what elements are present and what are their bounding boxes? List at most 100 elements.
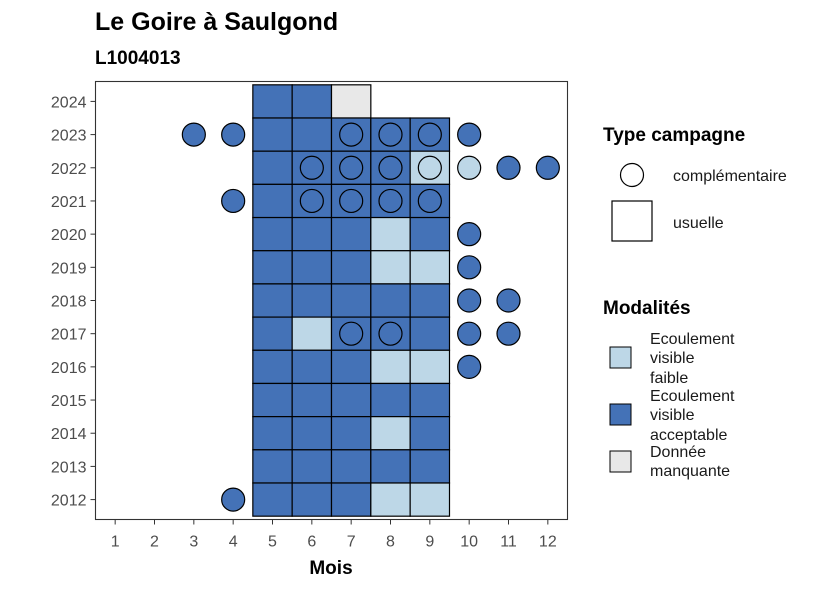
tile-usuelle-2017-6 (291, 316, 333, 351)
x-axis-label: Mois (309, 558, 352, 579)
point-complementaire-2012-4 (221, 487, 246, 512)
tile-usuelle-2018-7 (330, 283, 372, 318)
y-tick-label-2018: 2018 (51, 294, 87, 311)
tile-usuelle-2015-6 (291, 382, 333, 418)
tile-usuelle-2015-8 (370, 382, 411, 418)
x-tick-label-10: 10 (460, 534, 478, 551)
tile-usuelle-2017-5 (252, 316, 293, 351)
tile-usuelle-2018-5 (252, 283, 293, 318)
y-tick-label-2014: 2014 (51, 426, 87, 443)
legend-manquante-line2: manquante (650, 463, 730, 480)
tile-usuelle-2012-8 (370, 482, 411, 517)
y-tick-label-2019: 2019 (51, 260, 87, 277)
tile-usuelle-2024-5 (252, 84, 293, 119)
tile-usuelle-2016-6 (291, 349, 333, 385)
point-complementaire-2023-8 (378, 122, 403, 147)
legend-circle-key (619, 162, 645, 188)
chart-title: Le Goire à Saulgond (95, 8, 338, 36)
legend-acceptable-line3: acceptable (650, 427, 727, 444)
tile-usuelle-2020-7 (330, 216, 372, 252)
x-axis: 1 2 3 4 5 6 7 8 9 10 11 12 (111, 519, 557, 551)
point-complementaire-2017-10 (457, 321, 482, 346)
tile-usuelle-2016-7 (330, 349, 372, 385)
x-tick-label-12: 12 (539, 534, 557, 551)
x-tick-label-7: 7 (347, 534, 356, 551)
tile-usuelle-2018-9 (409, 283, 451, 318)
point-complementaire-2022-12 (535, 155, 560, 180)
tile-usuelle-2019-9 (409, 250, 451, 285)
x-tick-label-2: 2 (150, 534, 159, 551)
tile-usuelle-2020-6 (291, 216, 333, 252)
point-complementaire-2022-7 (339, 155, 364, 180)
point-complementaire-2022-8 (378, 155, 403, 180)
point-complementaire-2022-10 (457, 155, 482, 180)
tile-usuelle-2014-7 (330, 416, 372, 451)
point-complementaire-2023-3 (181, 122, 206, 147)
tile-usuelle-2018-8 (370, 283, 411, 318)
legend-key-faible (609, 346, 632, 369)
point-complementaire-2022-11 (496, 155, 521, 180)
point-complementaire-2023-9 (417, 122, 442, 147)
tile-usuelle-2013-9 (409, 449, 451, 484)
y-tick-label-2015: 2015 (51, 393, 87, 410)
point-complementaire-2023-4 (221, 122, 246, 147)
tile-usuelle-2014-6 (291, 416, 333, 451)
tile-usuelle-2018-6 (291, 283, 333, 318)
tile-usuelle-2015-5 (252, 382, 293, 418)
x-tick-label-8: 8 (386, 534, 395, 551)
legend-faible-line1: Ecoulement (650, 331, 735, 348)
tile-usuelle-2024-6 (291, 84, 333, 119)
tile-usuelle-2012-9 (409, 482, 451, 517)
tile-usuelle-2021-5 (252, 183, 293, 219)
tile-usuelle-2016-8 (370, 349, 411, 385)
x-tick-label-11: 11 (500, 534, 517, 551)
y-tick-label-2021: 2021 (51, 194, 87, 211)
y-tick-label-2020: 2020 (51, 227, 87, 244)
tile-usuelle-2023-6 (291, 117, 333, 152)
point-complementaire-2021-6 (299, 188, 324, 214)
tile-usuelle-2020-8 (370, 216, 411, 252)
tile-usuelle-2024-7 (330, 84, 372, 119)
point-complementaire-2022-6 (299, 155, 324, 180)
tile-usuelle-2013-5 (252, 449, 293, 484)
point-complementaire-2021-9 (417, 188, 442, 214)
y-tick-label-2023: 2023 (51, 128, 87, 145)
legend-acceptable-line2: visible (650, 407, 695, 424)
tile-usuelle-2015-9 (409, 382, 451, 418)
legend-label-usuelle: usuelle (673, 215, 724, 232)
point-complementaire-2020-10 (457, 222, 482, 247)
point-complementaire-2021-7 (339, 188, 364, 214)
tile-usuelle-2012-5 (252, 482, 293, 517)
tile-usuelle-2016-5 (252, 349, 293, 385)
y-tick-label-2012: 2012 (51, 493, 87, 510)
legend-type-title: Type campagne (603, 125, 745, 146)
tile-usuelle-2013-7 (330, 449, 372, 484)
point-complementaire-2018-11 (496, 288, 521, 313)
legend-manquante-line1: Donnée (650, 444, 706, 461)
tile-usuelle-2012-7 (330, 482, 372, 517)
x-tick-label-1: 1 (111, 534, 120, 551)
tile-usuelle-2019-8 (370, 250, 411, 285)
point-complementaire-2017-7 (339, 321, 364, 346)
tile-usuelle-2017-9 (409, 316, 451, 351)
point-complementaire-2016-10 (457, 354, 482, 379)
y-tick-label-2017: 2017 (51, 327, 87, 344)
y-axis: 2012 2013 2014 2015 2016 2017 2018 2019 2020 2021… (51, 94, 96, 510)
y-tick-label-2024: 2024 (51, 94, 87, 111)
y-tick-label-2013: 2013 (51, 459, 87, 476)
legend-modalites-title: Modalités (603, 298, 691, 319)
tile-usuelle-2020-5 (252, 216, 293, 252)
plot-area (94, 80, 569, 521)
tile-usuelle-2023-5 (252, 117, 293, 152)
point-complementaire-2018-10 (457, 288, 482, 313)
point-complementaire-2019-10 (457, 255, 482, 280)
legend-key-manquante (609, 450, 632, 473)
legend-acceptable-line1: Ecoulement (650, 388, 735, 405)
legend-label-complementaire: complémentaire (673, 168, 787, 185)
legend-square-key (611, 200, 653, 242)
tile-usuelle-2014-8 (370, 416, 411, 451)
y-tick-label-2022: 2022 (51, 161, 87, 178)
tile-usuelle-2014-5 (252, 416, 293, 451)
tile-usuelle-2013-6 (291, 449, 333, 484)
